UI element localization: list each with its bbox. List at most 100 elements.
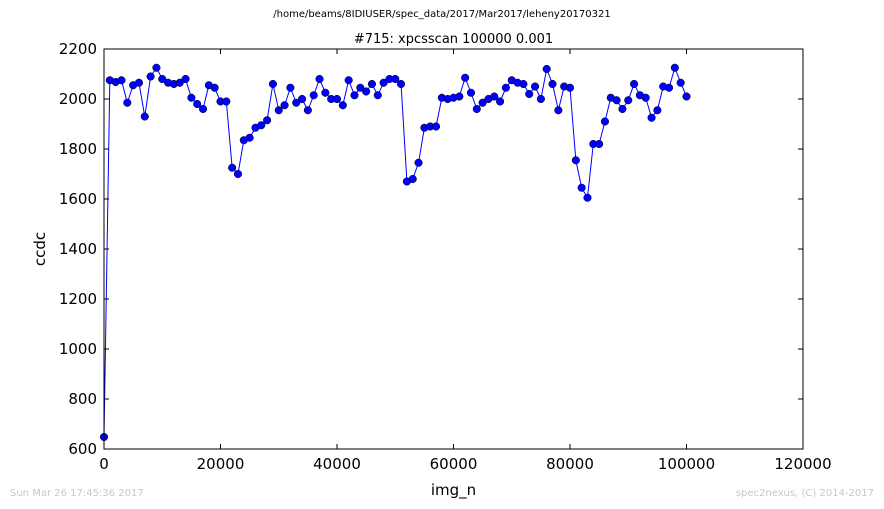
data-point xyxy=(554,106,563,115)
y-tick-label: 2000 xyxy=(59,90,97,108)
x-tick-label: 80000 xyxy=(546,455,594,473)
data-point xyxy=(531,82,540,91)
data-point xyxy=(565,83,575,92)
data-point xyxy=(525,89,534,99)
y-tick-label: 2200 xyxy=(59,40,97,58)
data-point xyxy=(210,83,219,92)
footer-timestamp: Sun Mar 26 17:45:36 2017 xyxy=(10,488,144,499)
y-tick-label: 1000 xyxy=(59,340,97,358)
series-line xyxy=(103,66,687,438)
data-point xyxy=(461,73,470,82)
data-point xyxy=(140,112,149,121)
data-point xyxy=(501,83,510,92)
y-tick-label: 1400 xyxy=(59,240,97,258)
x-tick-label: 120000 xyxy=(774,455,831,473)
data-point xyxy=(303,106,312,115)
data-point xyxy=(670,63,679,72)
x-axis-label: img_n xyxy=(431,481,476,500)
file-path-header: /home/beams/8IDIUSER/spec_data/2017/Mar2… xyxy=(273,9,611,20)
y-tick-label: 1800 xyxy=(59,140,97,158)
data-point xyxy=(472,104,481,114)
data-point xyxy=(466,88,476,97)
data-point xyxy=(373,91,382,100)
data-point xyxy=(274,106,283,115)
data-point xyxy=(134,78,143,87)
data-point xyxy=(641,93,650,102)
data-point xyxy=(280,101,289,110)
data-point xyxy=(187,93,196,102)
data-point xyxy=(583,193,592,202)
data-point xyxy=(158,74,167,84)
data-point xyxy=(198,104,208,114)
data-point xyxy=(321,88,330,97)
data-point xyxy=(391,74,400,84)
x-tick-label: 0 xyxy=(99,455,109,473)
data-point xyxy=(455,92,464,101)
y-tick-label: 1200 xyxy=(59,290,97,308)
data-point xyxy=(653,106,662,115)
data-point xyxy=(332,94,342,104)
y-tick-label: 600 xyxy=(68,440,97,458)
footer-credit: spec2nexus, (C) 2014-2017 xyxy=(735,488,874,499)
data-point xyxy=(536,94,545,104)
data-point xyxy=(571,156,580,165)
data-point xyxy=(315,74,324,84)
data-point xyxy=(595,139,604,149)
data-point xyxy=(397,79,406,89)
data-point xyxy=(245,133,254,142)
data-point xyxy=(268,79,277,89)
data-point xyxy=(117,76,126,85)
data-point xyxy=(181,74,190,84)
data-point xyxy=(379,78,388,87)
data-point xyxy=(257,121,266,130)
y-axis-label: ccdc xyxy=(31,232,49,266)
data-point xyxy=(577,183,586,192)
data-point xyxy=(193,99,202,109)
data-point xyxy=(338,101,347,110)
data-point xyxy=(612,96,621,105)
data-point xyxy=(152,63,161,72)
data-point xyxy=(600,117,610,126)
data-point xyxy=(414,158,423,167)
data-point xyxy=(309,91,318,100)
data-point xyxy=(548,79,557,89)
data-point xyxy=(233,169,243,179)
data-point xyxy=(682,92,691,101)
data-point xyxy=(664,83,674,92)
data-point xyxy=(344,76,353,85)
data-point xyxy=(490,92,499,101)
chart-title: #715: xpcsscan 100000 0.001 xyxy=(354,32,553,47)
data-point xyxy=(362,87,371,96)
data-point xyxy=(263,116,272,125)
plot-frame xyxy=(103,48,804,450)
data-point xyxy=(496,97,505,106)
x-tick-label: 100000 xyxy=(658,455,715,473)
data-point xyxy=(123,98,132,107)
data-point xyxy=(408,174,417,184)
data-point xyxy=(367,79,377,89)
x-tick-label: 20000 xyxy=(197,455,245,473)
data-point xyxy=(222,97,231,106)
data-point xyxy=(286,83,295,92)
data-point xyxy=(630,79,639,89)
x-tick-label: 40000 xyxy=(313,455,361,473)
data-point xyxy=(146,72,155,81)
data-point xyxy=(519,79,528,89)
data-point xyxy=(478,98,487,107)
data-point xyxy=(542,64,551,74)
data-point xyxy=(618,104,627,114)
data-point xyxy=(350,91,359,100)
data-point xyxy=(647,113,656,122)
data-point xyxy=(676,78,685,87)
data-point xyxy=(175,78,184,87)
y-tick-label: 800 xyxy=(68,390,97,408)
data-point xyxy=(431,122,441,131)
x-tick-label: 60000 xyxy=(430,455,478,473)
data-point xyxy=(298,94,307,104)
data-point xyxy=(624,96,633,105)
data-point xyxy=(292,98,301,107)
data-point xyxy=(356,83,365,92)
y-tick-label: 1600 xyxy=(59,190,97,208)
data-point xyxy=(228,163,237,172)
